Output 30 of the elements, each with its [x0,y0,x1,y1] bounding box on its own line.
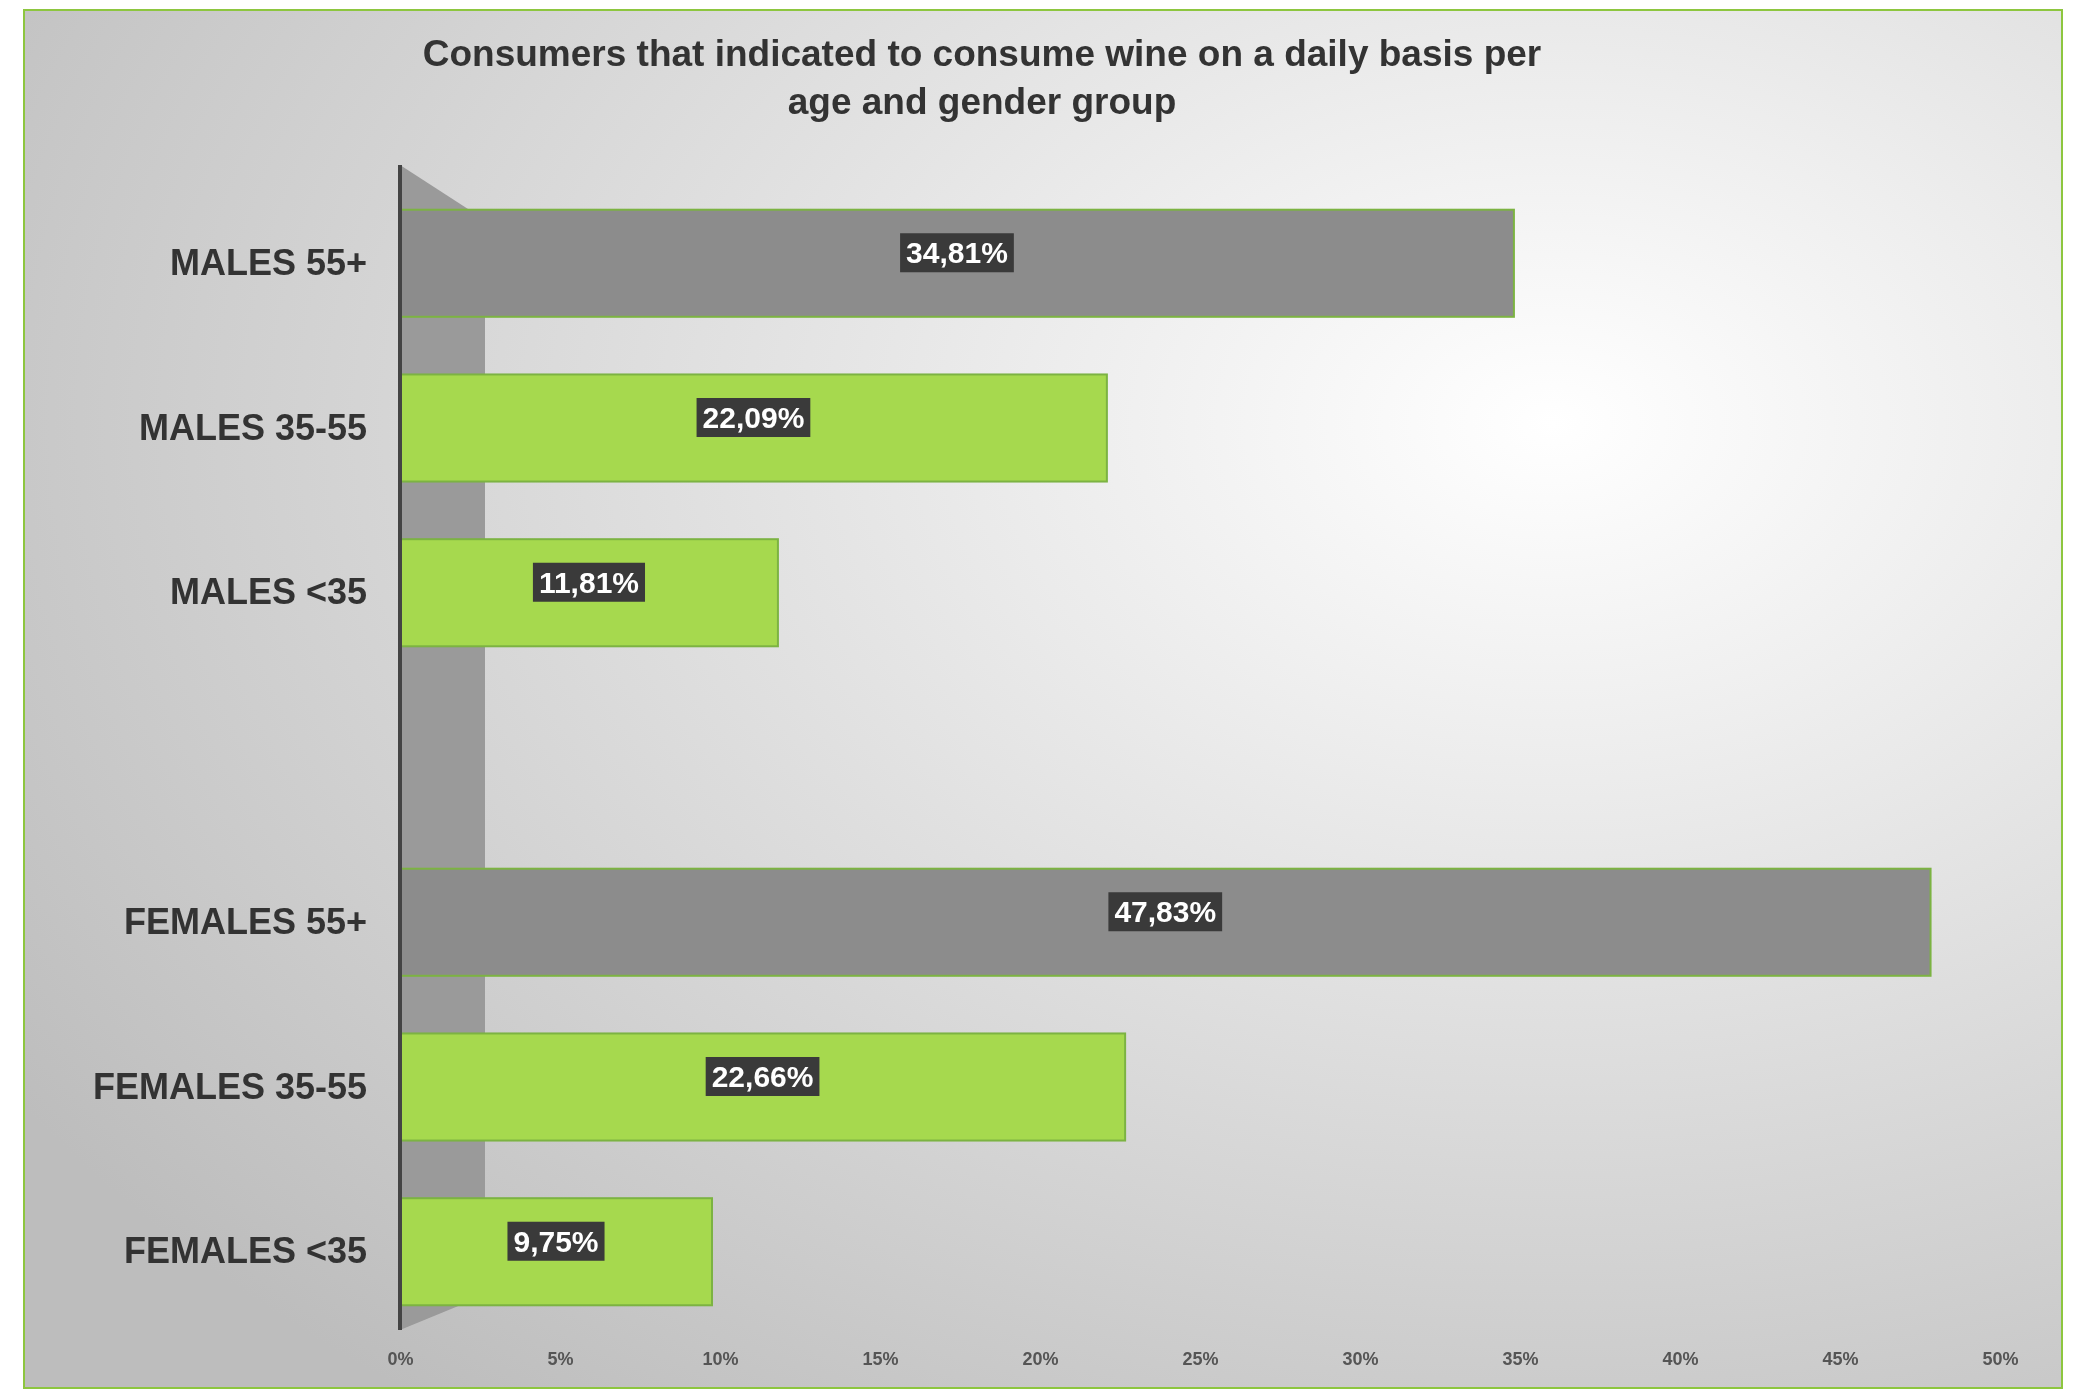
data-label: 34,81% [906,236,1008,270]
bar [399,1197,713,1307]
bar [399,208,1515,318]
y-tick-label: FEMALES <35 [123,1230,367,1272]
bar [399,373,1108,483]
data-label: 9,75% [513,1224,599,1258]
chart-title: Consumers that indicated to consume wine on a daily basis per age and gender group [422,33,1542,122]
bar [399,867,1932,977]
x-tick-label: 40% [1662,1348,1699,1369]
data-label: 11,81% [538,565,640,599]
data-label: 47,83% [1114,895,1217,929]
bar [399,538,779,648]
x-tick-label: 30% [1342,1348,1379,1369]
x-tick-label: 35% [1502,1348,1539,1369]
y-tick-label: MALES 35-55 [138,406,367,448]
x-tick-label: 5% [547,1348,574,1369]
x-tick-label: 50% [1982,1348,2019,1369]
y-tick-label: MALES 55+ [169,241,367,283]
x-tick-label: 10% [702,1348,739,1369]
data-label: 22,09% [702,401,805,434]
x-tick-label: 25% [1182,1348,1219,1369]
x-tick-label: 15% [862,1348,899,1369]
bar [399,1032,1127,1142]
x-tick-label: 0% [387,1348,414,1369]
data-label: 22,66% [711,1060,814,1093]
y-tick-label: FEMALES 55+ [123,900,367,942]
x-tick-label: 45% [1822,1348,1859,1369]
y-tick-label: MALES <35 [169,571,367,613]
x-tick-label: 20% [1022,1348,1059,1369]
y-tick-label: FEMALES 35-55 [92,1065,367,1107]
